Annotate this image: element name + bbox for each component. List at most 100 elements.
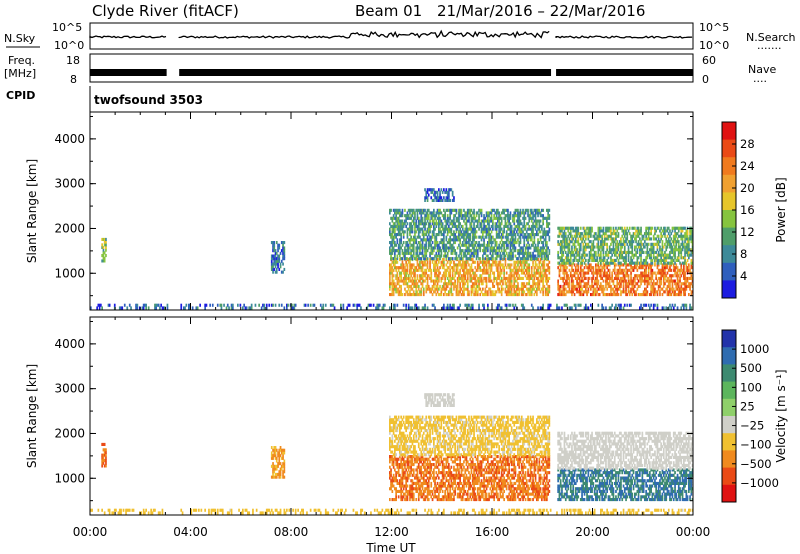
power-region-4 <box>424 188 455 202</box>
power-colorbar-tick-2: 12 <box>740 225 755 239</box>
velocity-colorbar-tick-0: 1000 <box>740 342 769 356</box>
power-colorbar-tick-5: 24 <box>740 159 755 173</box>
power-ylabel: Slant Range [km] <box>25 159 39 263</box>
velocity-ytick-label-3: 4000 <box>54 337 85 351</box>
date-range: 21/Mar/2016 – 22/Mar/2016 <box>437 2 645 20</box>
cpid-value: twofsound 3503 <box>94 93 203 107</box>
power-colorbar-swatch-4 <box>722 192 736 211</box>
freq-left-tick-bottom: 8 <box>70 73 77 86</box>
velocity-region-2 <box>389 455 551 502</box>
velocity-colorbar-tick-5: −100 <box>740 438 772 452</box>
velocity-region-6 <box>557 431 694 470</box>
velocity-colorbar-swatch-7 <box>722 450 736 469</box>
velocity-ytick-label-1: 2000 <box>54 426 85 440</box>
power-colorbar-swatch-0 <box>722 122 736 141</box>
power-colorbar: 4 8 12 16 20 24 28 Power [dB] <box>721 121 788 299</box>
velocity-colorbar-swatch-0 <box>722 330 736 348</box>
velocity-colorbar-tick-7: −1000 <box>740 476 779 490</box>
power-colorbar-swatch-6 <box>722 227 736 246</box>
noise-segment-2 <box>555 35 693 39</box>
power-colorbar-swatch-2 <box>722 157 736 176</box>
power-ytick-label-1: 2000 <box>54 221 85 235</box>
noise-left-tick-bottom: 10^0 <box>54 39 84 52</box>
power-region-5 <box>557 263 694 297</box>
velocity-region-5 <box>557 468 694 502</box>
xtick-label-0: 00:00 <box>73 525 108 539</box>
velocity-panel: 1000 2000 3000 4000 Slant Range [km] 1000 500 1… <box>25 316 788 516</box>
freq-right-tick-top: 60 <box>702 54 716 67</box>
xtick-label-1: 04:00 <box>173 525 208 539</box>
noise-right-label: N.Search <box>746 31 796 44</box>
power-colorbar-swatch-5 <box>722 210 736 229</box>
power-colorbar-swatch-8 <box>722 262 736 281</box>
noise-trace <box>89 29 693 39</box>
xtick-label-6: 00:00 <box>676 525 711 539</box>
velocity-colorbar-swatch-1 <box>722 347 736 365</box>
power-colorbar-tick-3: 16 <box>740 203 755 217</box>
freq-segment-2 <box>556 69 693 76</box>
power-colorbar-tick-0: 4 <box>740 269 747 283</box>
xtick-label-2: 08:00 <box>274 525 309 539</box>
velocity-colorbar-swatch-9 <box>722 484 736 503</box>
noise-panel: N.Sky 10^5 10^0 10^5 10^0 N.Search .....… <box>4 21 796 52</box>
velocity-colorbar-swatch-3 <box>722 381 736 400</box>
power-region-1 <box>270 241 286 274</box>
power-ytick-label-3: 4000 <box>54 132 85 146</box>
power-colorbar-swatch-7 <box>722 245 736 264</box>
velocity-region-0 <box>101 442 107 468</box>
noise-left-label: N.Sky <box>4 32 36 45</box>
velocity-colorbar-tick-1: 500 <box>740 361 762 375</box>
power-ytick-label-0: 1000 <box>54 266 85 280</box>
xtick-label-4: 16:00 <box>475 525 510 539</box>
velocity-cells <box>90 393 694 515</box>
freq-right-dots: .... <box>753 72 767 85</box>
power-colorbar-tick-6: 28 <box>740 137 755 151</box>
power-colorbar-swatch-9 <box>722 280 736 299</box>
power-region-0 <box>101 237 107 263</box>
noise-right-dots: ....... <box>757 39 781 52</box>
velocity-colorbar-swatch-5 <box>722 416 736 434</box>
xtick-label-5: 20:00 <box>575 525 610 539</box>
velocity-ytick-label-2: 3000 <box>54 382 85 396</box>
x-axis-label: Time UT <box>365 541 416 554</box>
station-title: Clyde River (fitACF) <box>92 2 239 20</box>
power-colorbar-swatch-3 <box>722 174 736 193</box>
velocity-colorbar-swatch-8 <box>722 467 736 486</box>
noise-right-tick-top: 10^5 <box>699 21 729 34</box>
power-panel: 1000 2000 3000 4000 Slant Range [km] 4 8 12 16 20… <box>25 111 788 311</box>
power-colorbar-swatch-1 <box>722 139 736 158</box>
power-colorbar-label: Power [dB] <box>774 177 788 242</box>
velocity-region-1 <box>270 446 286 479</box>
velocity-colorbar-tick-3: 25 <box>740 399 755 413</box>
freq-trace <box>90 69 693 76</box>
freq-left-tick-top: 18 <box>66 54 80 67</box>
freq-segment-1 <box>179 69 552 76</box>
cpid-label: CPID <box>6 89 35 102</box>
freq-right-tick-bottom: 0 <box>702 73 709 86</box>
xtick-label-3: 12:00 <box>374 525 409 539</box>
freq-left-label-1: Freq. <box>8 54 35 67</box>
frequency-panel: Freq. [MHz] 18 8 60 0 Nave .... <box>4 53 776 86</box>
velocity-colorbar-tick-2: 100 <box>740 380 762 394</box>
power-region-2 <box>389 258 551 297</box>
velocity-colorbar-label: Velocity [m s⁻¹] <box>774 369 788 462</box>
velocity-colorbar-swatch-6 <box>722 433 736 451</box>
velocity-colorbar: 1000 500 100 25 −25 −100 −500 −1000 Velocity [m … <box>721 329 788 503</box>
freq-left-label-2: [MHz] <box>4 67 36 80</box>
velocity-region-3 <box>389 415 551 457</box>
power-region-3 <box>389 208 551 261</box>
time-axis: 00:00 04:00 08:00 12:00 16:00 20:00 00:00 <box>73 525 711 539</box>
velocity-ylabel: Slant Range [km] <box>25 364 39 468</box>
noise-segment-0 <box>89 35 167 39</box>
power-colorbar-tick-1: 8 <box>740 247 747 261</box>
noise-segment-1 <box>178 29 550 39</box>
noise-left-tick-top: 10^5 <box>52 21 82 34</box>
velocity-colorbar-tick-6: −500 <box>740 457 772 471</box>
power-region-7 <box>90 303 693 310</box>
power-ytick-label-2: 3000 <box>54 177 85 191</box>
power-cells <box>90 188 694 310</box>
velocity-colorbar-tick-4: −25 <box>740 419 764 433</box>
freq-right-label: Nave <box>748 63 776 76</box>
power-region-6 <box>557 226 694 265</box>
